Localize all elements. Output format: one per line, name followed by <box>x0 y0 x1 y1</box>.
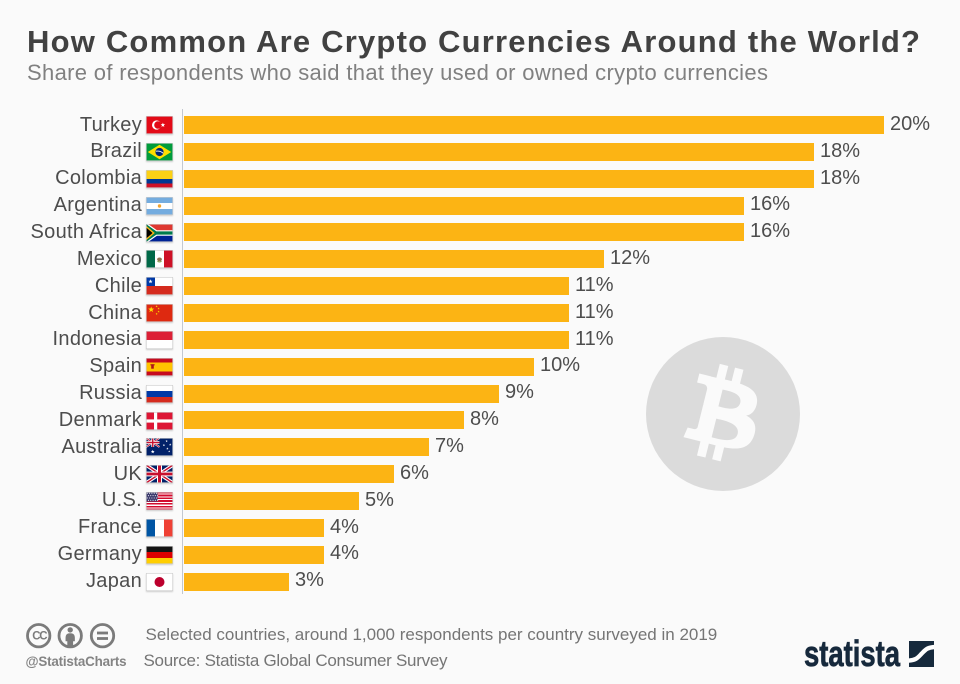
svg-text:CC: CC <box>32 631 47 643</box>
svg-text:statista: statista <box>804 633 901 672</box>
